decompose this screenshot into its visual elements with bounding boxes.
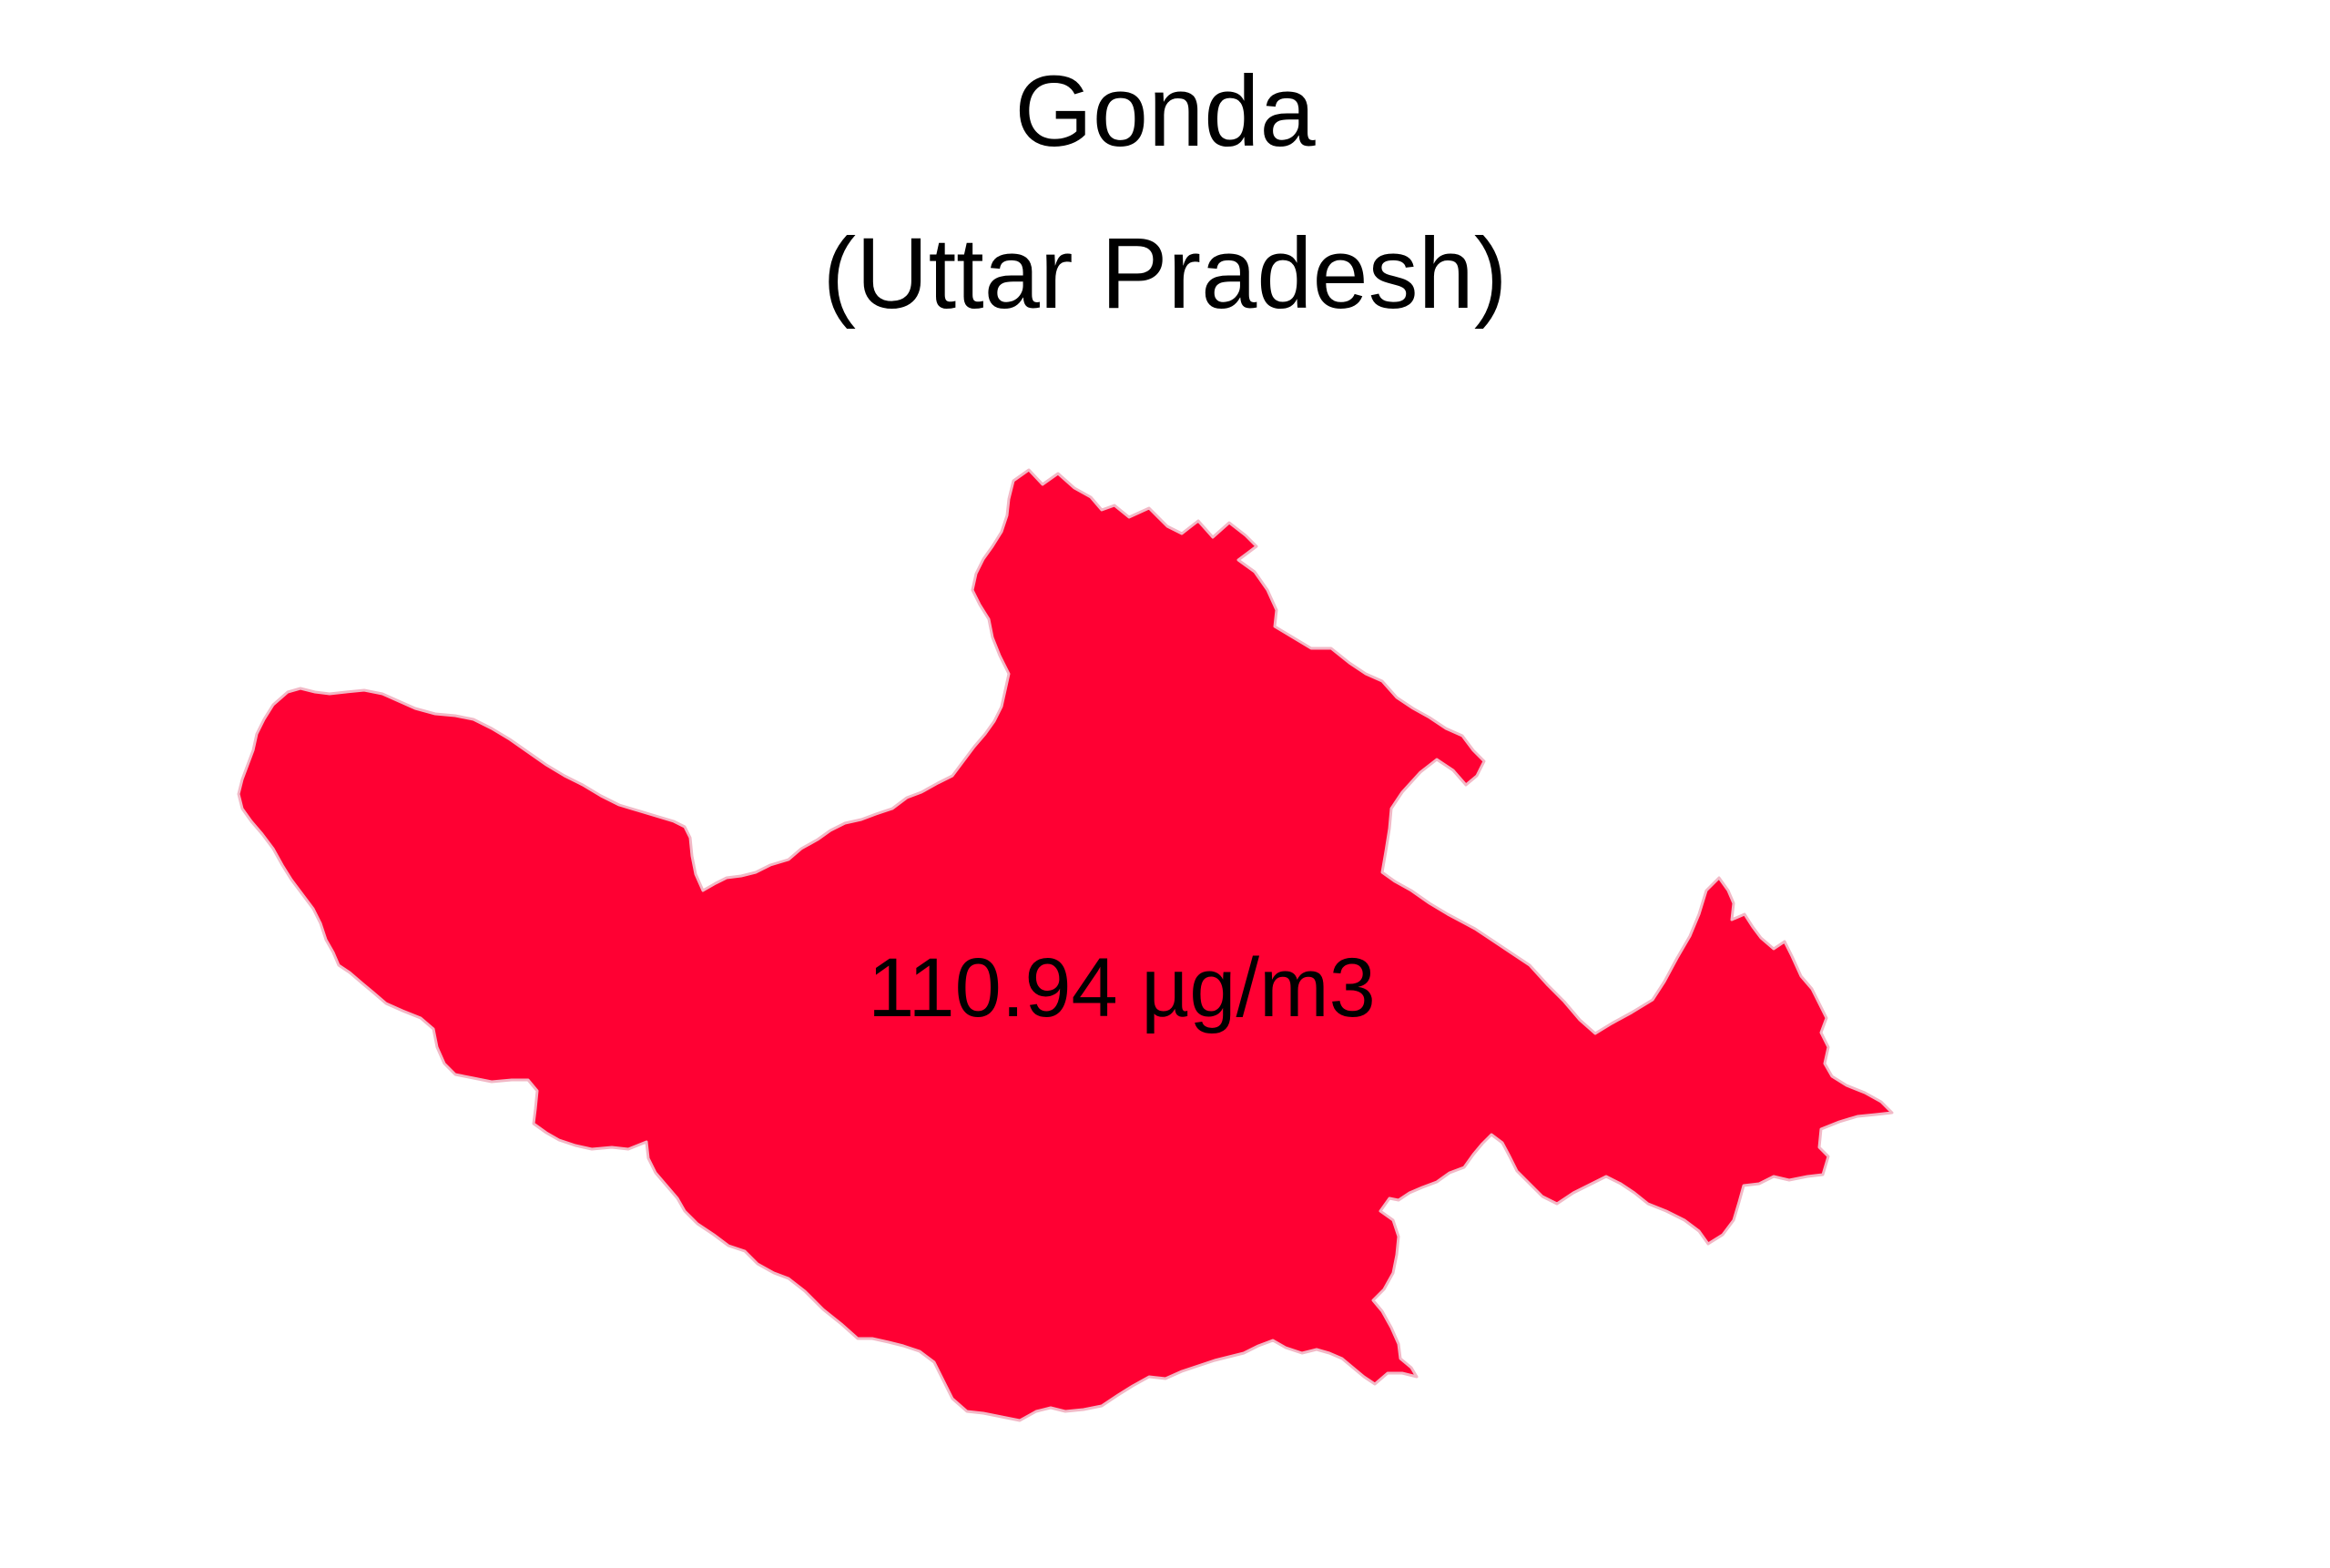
gonda-district-shape[interactable]	[237, 468, 1894, 1422]
map-title-district: Gonda	[1014, 56, 1316, 168]
aqi-value-label: 110.94 µg/m3	[868, 942, 1376, 1034]
map-title-state: (Uttar Pradesh)	[822, 218, 1508, 330]
